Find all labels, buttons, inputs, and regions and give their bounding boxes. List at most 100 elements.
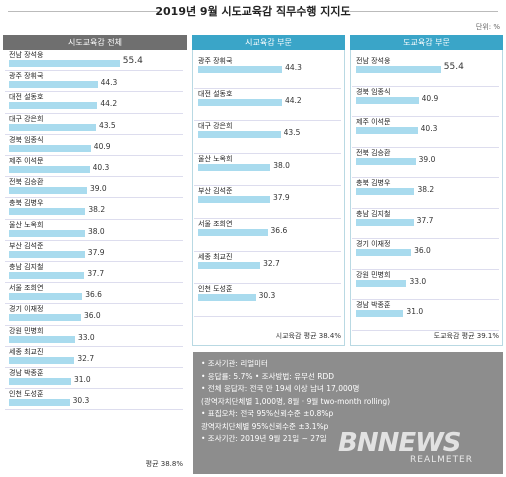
row-divider [5,388,183,390]
row-divider [5,155,183,156]
bar-label: 전남 장석웅 [356,57,391,65]
bar [198,196,270,204]
bar [9,123,96,131]
bar-label: 광주 장휘국 [9,72,44,81]
bar-value: 39.0 [90,184,107,194]
bar-label: 광주 장휘국 [198,57,233,65]
bar [356,218,414,226]
bar-value: 31.0 [74,375,91,384]
bar-label: 세종 최교진 [198,252,233,261]
bar [356,188,415,195]
bar [198,229,268,236]
info-line: • 전체 응답자: 전국 만 19세 이상 남녀 17,000명 [201,384,360,393]
row-divider [352,238,499,239]
bar-value: 40.9 [93,141,111,151]
bar [9,208,86,216]
bar-value: 40.3 [420,124,438,133]
bar-value: 32.7 [77,353,95,363]
row-divider [5,112,183,114]
bar-value: 38.2 [88,205,106,215]
average-label: 시교육감 평균 38.4% [275,332,341,340]
bar [9,166,90,173]
row-divider [5,324,183,326]
bar [9,399,70,407]
bar [356,279,407,287]
average-label: 평균 38.8% [145,460,183,468]
bar-value: 33.0 [78,332,95,342]
bar-value: 36.0 [414,246,431,255]
row-divider [352,177,499,178]
row-divider [352,207,499,209]
bar-label: 부산 김석준 [198,187,233,196]
row-divider [5,91,183,93]
title-rule-left [8,11,158,12]
bar-value: 37.9 [87,247,105,257]
bar-label: 전북 김승환 [9,178,44,187]
bar-label: 울산 노옥희 [198,154,233,163]
bar-label: 강원 민병희 [9,326,44,335]
bar-value: 43.5 [99,120,116,130]
row-divider [194,120,341,122]
bar-label: 인천 도성훈 [198,285,233,294]
bar-label: 인천 도성훈 [9,390,44,399]
bar-value: 55.4 [443,62,464,72]
bar-label: 경남 박종훈 [9,369,44,377]
bar-value: 37.7 [416,215,434,225]
chart-header: 시교육감 부문 [192,35,345,50]
bar-label: 경기 이재정 [356,240,391,248]
chart-title: 2019년 9월 시도교육감 직무수행 지지도 [155,5,351,18]
row-divider [194,152,341,154]
bar [9,378,71,385]
bar-label: 전북 김승환 [356,148,391,157]
bar-value: 37.7 [87,269,105,278]
bar [9,314,81,322]
bar-label: 경남 박종훈 [356,301,391,309]
bar-value: 43.5 [283,128,301,138]
bar [9,144,91,152]
row-divider [5,70,183,72]
bar-label: 강원 민병희 [356,270,391,279]
bar-label: 대전 설동호 [198,89,233,98]
bar-value: 36.6 [85,290,102,300]
row-divider [352,299,499,300]
bar [198,261,261,269]
bar-value: 44.2 [100,99,118,109]
bar [356,96,419,104]
bar-value: 31.0 [406,307,424,316]
bar-value: 38.0 [88,226,105,236]
bar-value: 36.6 [270,226,288,235]
bar [356,157,416,165]
bar-label: 울산 노옥희 [9,220,44,229]
bar [356,249,412,256]
bar [356,66,441,73]
bar-value: 33.0 [409,276,427,286]
bar-label: 제주 이석문 [9,157,44,165]
bar [9,272,85,279]
bar [9,60,120,67]
bar [198,66,283,73]
bar-label: 서울 조희연 [198,220,233,228]
bar-label: 세종 최교진 [9,347,44,356]
row-divider [194,283,341,285]
info-line: • 조사기관: 리얼미터 [201,359,268,368]
bar-value: 32.7 [263,258,280,268]
row-divider [5,176,183,178]
bar-label: 대구 강은희 [198,122,233,131]
bar [198,294,256,302]
row-divider [5,218,183,220]
bar-label: 대전 설동호 [9,93,44,102]
bar-label: 충북 김병우 [9,199,44,208]
bar-value: 30.3 [258,291,276,301]
bar-value: 38.2 [417,185,435,194]
bar-label: 서울 조희연 [9,284,44,293]
bar [9,356,75,364]
bar-value: 30.3 [72,396,90,406]
bar [9,335,75,343]
bar [356,310,404,317]
bar-label: 대구 강은희 [9,114,44,123]
chart-panel [192,35,345,346]
bar-value: 37.9 [273,193,290,203]
info-line: • 표집오차: 전국 95%신뢰수준 ±0.8%p [201,409,334,418]
chart-header: 시도교육감 전체 [3,35,187,50]
bar [9,229,85,237]
